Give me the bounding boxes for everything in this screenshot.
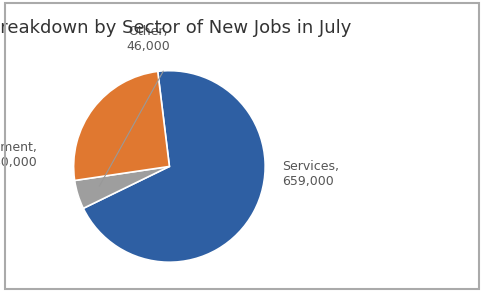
Wedge shape	[74, 71, 169, 180]
Wedge shape	[83, 71, 265, 262]
Text: Government,
240,000: Government, 240,000	[0, 141, 37, 169]
Title: Breakdown by Sector of New Jobs in July: Breakdown by Sector of New Jobs in July	[0, 19, 351, 37]
Text: Services,
659,000: Services, 659,000	[283, 160, 339, 188]
Text: Other,
46,000: Other, 46,000	[126, 25, 170, 53]
Wedge shape	[75, 166, 169, 208]
